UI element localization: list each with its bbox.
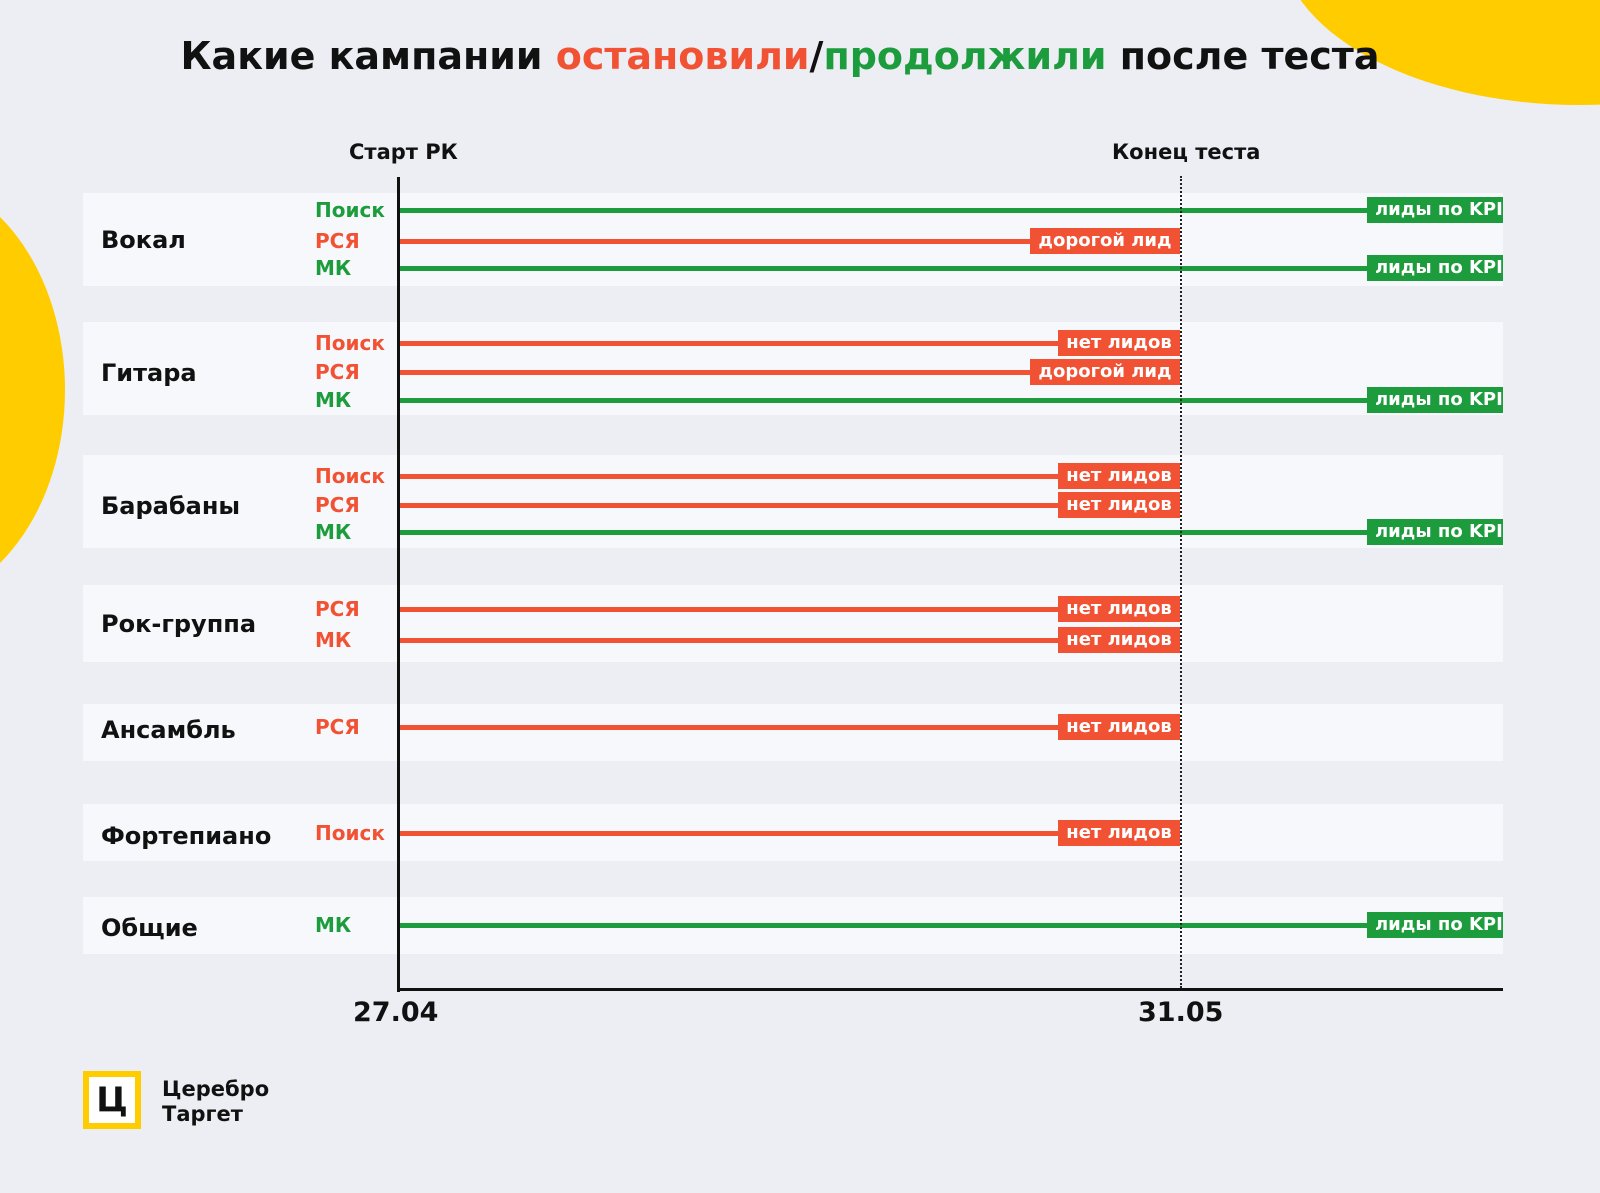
title-prefix: Какие кампании — [180, 34, 556, 78]
result-tag: нет лидов — [1058, 463, 1180, 489]
logo-letter: Ц — [96, 1080, 128, 1120]
result-tag: нет лидов — [1058, 820, 1180, 846]
campaign-bar — [400, 503, 1058, 508]
time-axis-line — [397, 988, 1503, 991]
channel-label: РСЯ — [315, 597, 360, 621]
channel-label: Поиск — [315, 331, 385, 355]
channel-label: Поиск — [315, 821, 385, 845]
channel-label: РСЯ — [315, 229, 360, 253]
channel-label: Поиск — [315, 464, 385, 488]
campaign-bar — [400, 638, 1058, 643]
campaign-bar — [400, 398, 1367, 403]
brand-name: Церебро Таргет — [162, 1077, 269, 1127]
result-tag: лиды по KPI — [1367, 197, 1503, 223]
group-name: Ансамбль — [101, 716, 236, 744]
result-tag: лиды по KPI — [1367, 519, 1503, 545]
group-name: Гитара — [101, 359, 197, 387]
channel-label: Поиск — [315, 198, 385, 222]
group-name: Барабаны — [101, 492, 241, 520]
result-tag: нет лидов — [1058, 492, 1180, 518]
result-tag: лиды по KPI — [1367, 912, 1503, 938]
result-tag: дорогой лид — [1030, 228, 1180, 254]
group-name: Фортепиано — [101, 822, 272, 850]
axis-end-date: 31.05 — [1138, 997, 1224, 1028]
group-name: Общие — [101, 914, 198, 942]
result-tag: нет лидов — [1058, 714, 1180, 740]
channel-label: МК — [315, 256, 352, 280]
campaign-bar — [400, 530, 1367, 535]
title-stopped-word: остановили — [555, 34, 810, 78]
brand-line-2: Таргет — [162, 1102, 243, 1126]
group-name: Рок-группа — [101, 610, 257, 638]
group-name: Вокал — [101, 226, 186, 254]
campaign-bar — [400, 341, 1058, 346]
brand-line-1: Церебро — [162, 1077, 270, 1101]
group-band — [83, 704, 1503, 761]
group-band — [83, 585, 1503, 662]
end-marker-label: Конец теста — [1112, 140, 1261, 164]
campaign-bar — [400, 239, 1030, 244]
result-tag: лиды по KPI — [1367, 387, 1503, 413]
title-continued-word: продолжили — [823, 34, 1107, 78]
channel-label: РСЯ — [315, 360, 360, 384]
start-marker-label: Старт РК — [349, 140, 458, 164]
yellow-arc-top-right — [1300, 0, 1600, 105]
start-axis-line — [397, 177, 400, 992]
campaign-bar — [400, 923, 1367, 928]
brand-logo: Ц — [83, 1071, 141, 1129]
channel-label: МК — [315, 520, 352, 544]
axis-start-date: 27.04 — [353, 997, 439, 1028]
channel-label: РСЯ — [315, 715, 360, 739]
result-tag: лиды по KPI — [1367, 255, 1503, 281]
channel-label: РСЯ — [315, 493, 360, 517]
page-title: Какие кампании остановили/продолжили пос… — [0, 34, 1560, 78]
channel-label: МК — [315, 913, 352, 937]
yellow-arc-left — [0, 217, 65, 563]
campaign-bar — [400, 725, 1058, 730]
title-slash: / — [809, 34, 824, 78]
campaign-bar — [400, 831, 1058, 836]
title-suffix: после теста — [1106, 34, 1380, 78]
campaign-bar — [400, 370, 1030, 375]
campaign-bar — [400, 474, 1058, 479]
result-tag: нет лидов — [1058, 596, 1180, 622]
result-tag: нет лидов — [1058, 330, 1180, 356]
test-end-line — [1180, 176, 1182, 988]
campaign-bar — [400, 266, 1367, 271]
result-tag: дорогой лид — [1030, 359, 1180, 385]
channel-label: МК — [315, 388, 352, 412]
channel-label: МК — [315, 628, 352, 652]
result-tag: нет лидов — [1058, 627, 1180, 653]
campaign-bar — [400, 607, 1058, 612]
campaign-bar — [400, 208, 1367, 213]
